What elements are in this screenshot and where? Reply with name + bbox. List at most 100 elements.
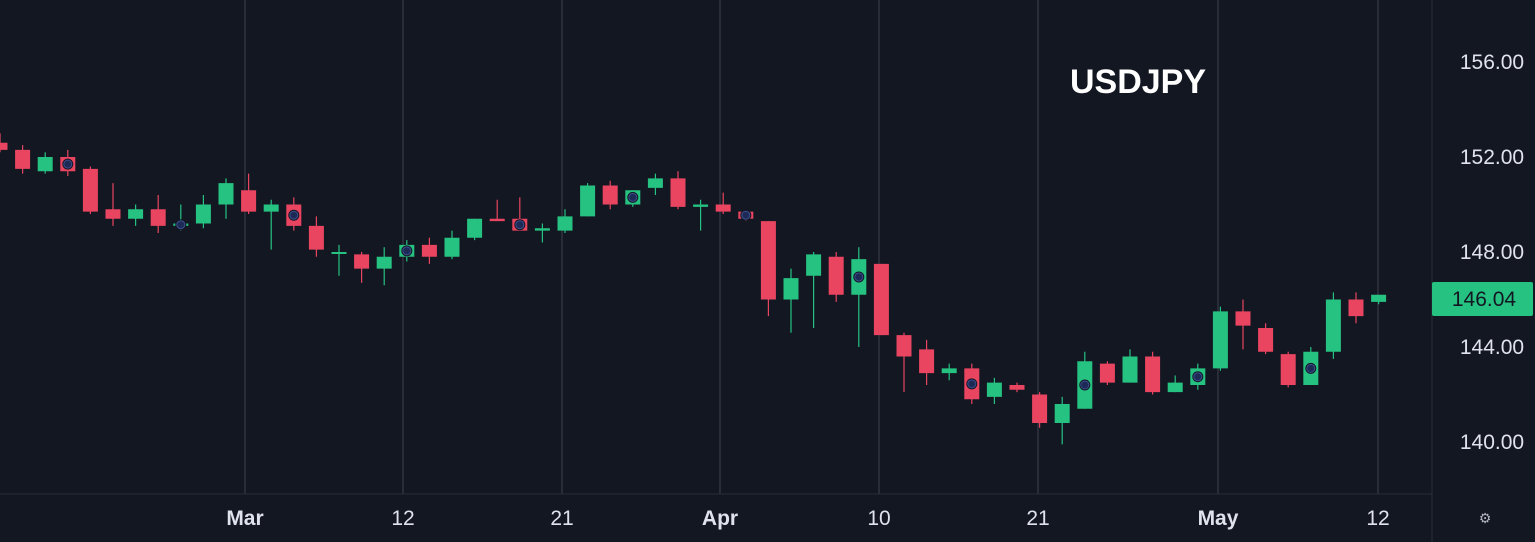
time-tick-label: Apr <box>702 507 738 530</box>
candle <box>1167 375 1183 393</box>
candle-body <box>1167 382 1183 393</box>
event-marker[interactable] <box>741 210 751 220</box>
candle <box>308 216 324 257</box>
candle <box>173 204 189 231</box>
time-tick-label: 12 <box>1366 507 1389 530</box>
candle <box>60 149 76 176</box>
event-marker[interactable] <box>967 379 977 389</box>
candle <box>1145 351 1161 395</box>
candle-body <box>37 157 53 172</box>
settings-gear-icon[interactable]: ⚙ <box>1478 511 1492 527</box>
candle-body <box>421 244 437 257</box>
candle <box>331 244 347 276</box>
event-marker[interactable] <box>1080 380 1090 390</box>
candle-body <box>896 335 912 357</box>
candle-body <box>986 382 1002 397</box>
event-marker[interactable] <box>402 246 412 256</box>
event-marker[interactable] <box>1193 372 1203 382</box>
candle-body <box>1032 394 1048 423</box>
candle <box>1054 396 1070 445</box>
candle <box>512 197 528 231</box>
candle <box>806 252 822 328</box>
candle <box>105 183 121 226</box>
time-tick-label: 12 <box>391 507 414 530</box>
candle-body <box>354 254 370 269</box>
candle-body <box>760 221 776 300</box>
candle <box>647 173 663 195</box>
candles-layer <box>0 133 1387 445</box>
candle <box>557 209 573 233</box>
candle <box>286 197 302 231</box>
time-axis[interactable]: Mar 12 21 Apr 10 21 May 12 <box>226 507 1389 530</box>
candle <box>263 199 279 250</box>
candle-body <box>534 228 550 231</box>
candle-body <box>783 278 799 300</box>
candle <box>354 252 370 283</box>
candle-body <box>218 183 234 205</box>
candle <box>602 180 618 210</box>
event-marker[interactable] <box>176 220 186 230</box>
candle <box>738 209 754 222</box>
event-marker[interactable] <box>63 159 73 169</box>
candle <box>693 199 709 231</box>
candle-body <box>467 218 483 238</box>
candle-body <box>241 190 257 212</box>
candle-body <box>489 218 505 222</box>
candle-body <box>1009 385 1025 390</box>
candle-body <box>670 178 686 207</box>
candle <box>851 247 867 347</box>
candle-body <box>331 252 347 254</box>
candle <box>670 171 686 210</box>
candle <box>828 252 844 302</box>
candle-body <box>693 204 709 207</box>
event-marker[interactable] <box>854 272 864 282</box>
event-marker[interactable] <box>515 220 525 230</box>
candle-body <box>941 368 957 374</box>
candle-body <box>806 254 822 276</box>
time-tick-label: May <box>1198 507 1239 530</box>
candle <box>421 237 437 264</box>
candle-body <box>1145 356 1161 393</box>
candle <box>489 199 505 222</box>
candle <box>783 268 799 333</box>
candle-body <box>1258 328 1274 352</box>
candle-body <box>105 209 121 219</box>
candle <box>241 173 257 214</box>
candle-body <box>647 178 663 188</box>
event-marker[interactable] <box>289 210 299 220</box>
candle-body <box>1099 363 1115 383</box>
candle <box>0 133 8 153</box>
event-marker[interactable] <box>628 192 638 202</box>
candle-body <box>128 209 144 219</box>
price-tick-label: 148.00 <box>1460 241 1524 264</box>
candle-body <box>308 225 324 250</box>
candle-body <box>602 185 618 205</box>
event-marker[interactable] <box>1306 363 1316 373</box>
time-tick-label: 21 <box>550 507 573 530</box>
candle-body <box>195 204 211 224</box>
candle <box>760 221 776 317</box>
candle <box>376 247 392 286</box>
candle <box>919 339 935 385</box>
price-tick-label: 152.00 <box>1460 146 1524 169</box>
candle <box>534 223 550 243</box>
price-axis[interactable]: 156.00 152.00 148.00 144.00 140.00 <box>1460 51 1524 454</box>
time-tick-label: 10 <box>867 507 890 530</box>
candle-body <box>715 204 731 212</box>
candle <box>1077 351 1093 409</box>
price-tick-label: 156.00 <box>1460 51 1524 74</box>
candle <box>82 166 98 214</box>
price-tick-label: 140.00 <box>1460 431 1524 454</box>
candle-body <box>1325 299 1341 352</box>
candle <box>625 190 641 207</box>
candle <box>896 332 912 393</box>
candle-body <box>15 149 31 169</box>
candle-body <box>919 349 935 374</box>
candle-body <box>580 185 596 217</box>
candle <box>715 192 731 214</box>
candle <box>444 230 460 260</box>
last-price-badge <box>1432 282 1533 316</box>
candle-body <box>557 216 573 231</box>
time-tick-label: 21 <box>1026 507 1049 530</box>
